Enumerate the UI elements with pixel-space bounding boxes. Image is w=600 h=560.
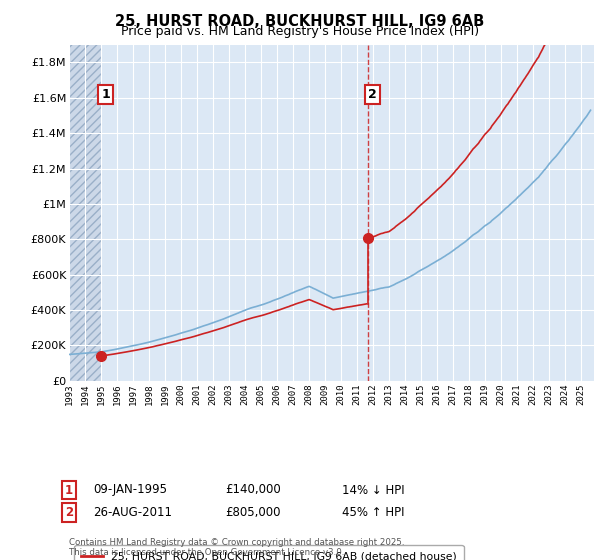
Text: 26-AUG-2011: 26-AUG-2011 <box>93 506 172 519</box>
Text: 2: 2 <box>65 506 73 519</box>
Text: 1: 1 <box>101 88 110 101</box>
Text: 09-JAN-1995: 09-JAN-1995 <box>93 483 167 497</box>
Text: 2: 2 <box>368 88 377 101</box>
Legend: 25, HURST ROAD, BUCKHURST HILL, IG9 6AB (detached house), HPI: Average price, de: 25, HURST ROAD, BUCKHURST HILL, IG9 6AB … <box>74 545 464 560</box>
Text: 1: 1 <box>65 483 73 497</box>
Text: 45% ↑ HPI: 45% ↑ HPI <box>342 506 404 519</box>
Bar <box>69 45 101 381</box>
Text: £140,000: £140,000 <box>225 483 281 497</box>
Text: £805,000: £805,000 <box>225 506 281 519</box>
Text: Price paid vs. HM Land Registry's House Price Index (HPI): Price paid vs. HM Land Registry's House … <box>121 25 479 38</box>
Text: Contains HM Land Registry data © Crown copyright and database right 2025.
This d: Contains HM Land Registry data © Crown c… <box>69 538 404 557</box>
Text: 25, HURST ROAD, BUCKHURST HILL, IG9 6AB: 25, HURST ROAD, BUCKHURST HILL, IG9 6AB <box>115 14 485 29</box>
Text: 14% ↓ HPI: 14% ↓ HPI <box>342 483 404 497</box>
